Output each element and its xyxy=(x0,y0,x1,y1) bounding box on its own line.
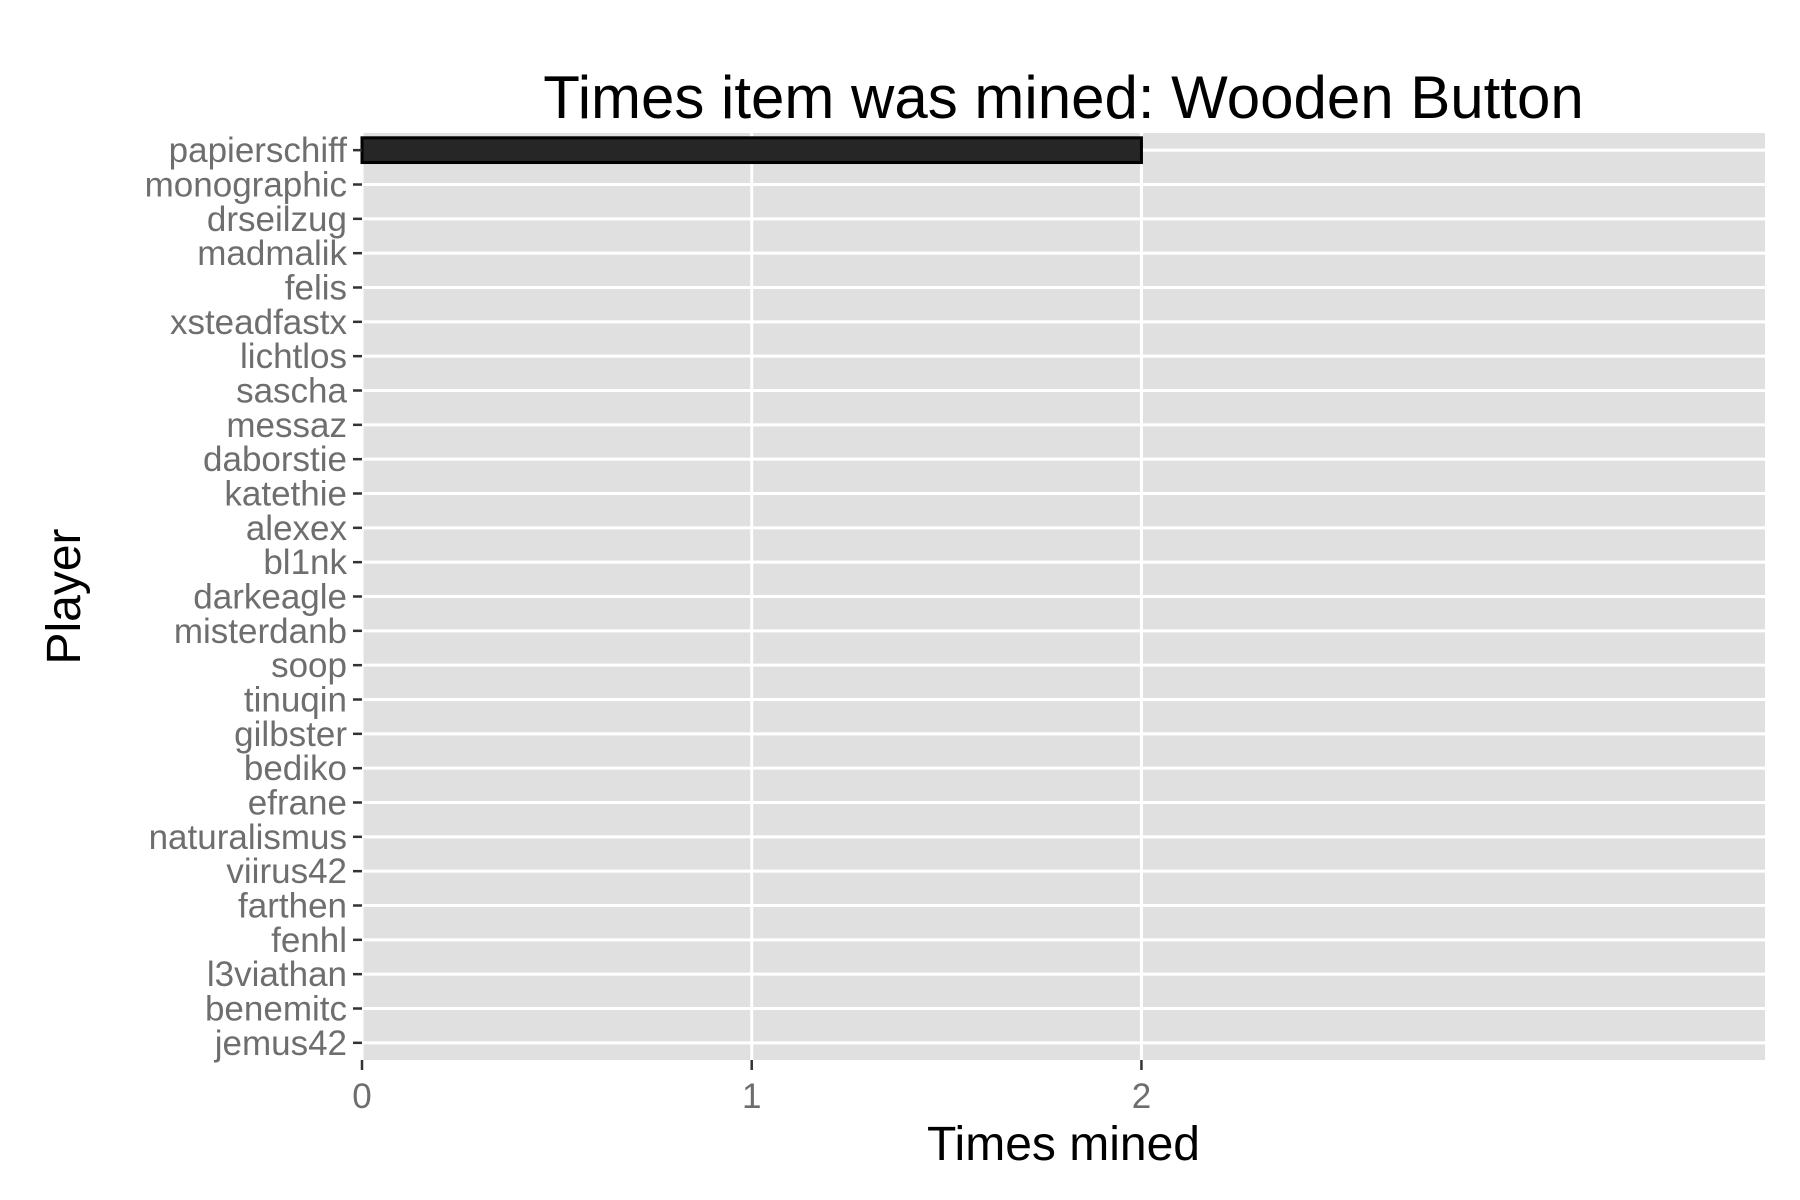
y-tick-label: l3viathan xyxy=(207,955,347,994)
y-tick-label: katethie xyxy=(224,475,347,514)
y-tick-label: tinuqin xyxy=(244,681,347,720)
y-tick-label: alexex xyxy=(246,509,348,548)
axis-layer: papierschiffmonographicdrseilzugmadmalik… xyxy=(145,131,1152,1116)
chart-title: Times item was mined: Wooden Button xyxy=(543,64,1583,131)
y-tick-label: monographic xyxy=(145,166,347,205)
y-tick-label: madmalik xyxy=(197,234,347,273)
x-tick-label: 1 xyxy=(742,1077,761,1116)
y-tick-label: drseilzug xyxy=(207,200,347,239)
y-tick-label: bl1nk xyxy=(263,543,347,582)
y-tick-label: darkeagle xyxy=(193,578,347,617)
x-tick-label: 0 xyxy=(352,1077,371,1116)
y-tick-label: messaz xyxy=(226,406,347,445)
y-tick-label: gilbster xyxy=(234,715,347,754)
y-tick-label: jemus42 xyxy=(214,1024,347,1063)
y-tick-label: daborstie xyxy=(203,440,347,479)
y-tick-label: lichtlos xyxy=(240,337,347,376)
y-tick-label: xsteadfastx xyxy=(170,303,348,342)
y-tick-label: misterdanb xyxy=(174,612,347,651)
x-tick-label: 2 xyxy=(1132,1077,1151,1116)
y-tick-label: benemitc xyxy=(205,990,347,1029)
bar-papierschiff xyxy=(360,136,1143,165)
x-axis-title: Times mined xyxy=(927,1118,1200,1171)
y-tick-label: sascha xyxy=(236,372,347,411)
y-tick-label: bediko xyxy=(244,749,347,788)
bar-layer xyxy=(360,136,1143,165)
grid-layer xyxy=(360,133,1765,1060)
y-axis-title: Player xyxy=(38,528,91,664)
y-tick-label: fenhl xyxy=(271,921,347,960)
y-tick-label: papierschiff xyxy=(169,131,348,170)
y-tick-label: soop xyxy=(271,646,347,685)
y-tick-label: viirus42 xyxy=(226,852,347,891)
y-tick-label: efrane xyxy=(248,784,347,823)
y-tick-label: farthen xyxy=(238,887,347,926)
y-tick-label: naturalismus xyxy=(149,818,347,857)
y-tick-label: felis xyxy=(285,269,347,308)
